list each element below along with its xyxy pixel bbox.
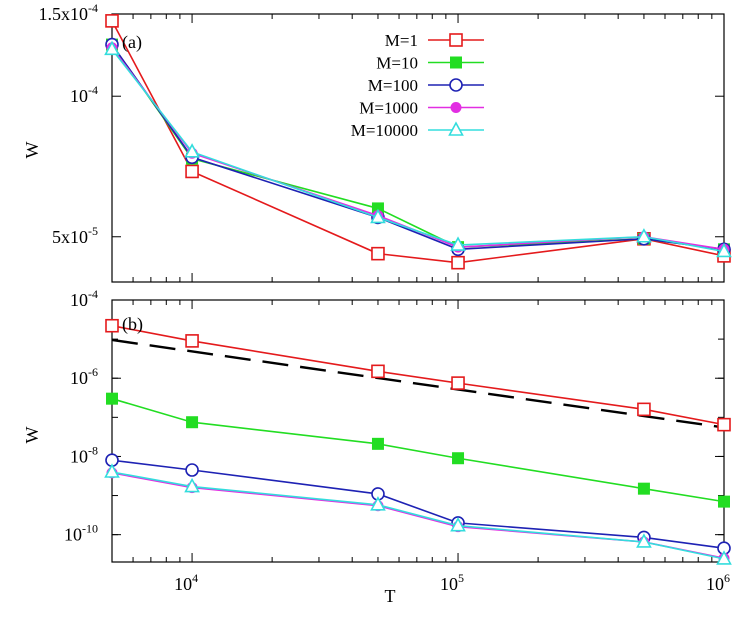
panel-b-y-tick-label: 10-6 [70, 365, 98, 388]
legend-label: M=100 [368, 76, 418, 95]
legend-marker [450, 56, 462, 69]
panel-b-y-tick-label: 10-4 [70, 287, 98, 310]
panel-b-lines [104, 318, 732, 565]
panel-b-x-tick-label: 105 [440, 571, 464, 594]
legend-label: M=10000 [351, 121, 418, 140]
legend-marker [449, 78, 463, 92]
panel-b-data-point [371, 364, 385, 379]
panel-b-data-point [106, 392, 118, 405]
legend-marker [450, 102, 462, 113]
legend-label: M=1000 [359, 99, 418, 118]
panel-a-data-point [105, 14, 119, 28]
panel-b-series-line [111, 459, 725, 550]
panel-b-label: (b) [122, 314, 143, 335]
panel-a-series-line [111, 44, 725, 251]
panel-a-data-point [450, 236, 466, 251]
panel-a-data-point [716, 242, 732, 258]
panel-a-y-tick-label: 1.5x10-4 [39, 1, 99, 24]
panel-a-y-tick-label: 10-4 [70, 83, 98, 106]
panel-b-reference-dashed-line [111, 338, 725, 429]
panel-b-series-1 [106, 392, 730, 508]
legend-marker [449, 33, 463, 47]
panel-a-series-2 [105, 37, 731, 257]
panel-a-data-point [370, 208, 386, 224]
panel-b-data-point [185, 334, 199, 348]
panel-b-data-point [450, 516, 466, 532]
panel-a-series-line [111, 47, 725, 251]
legend-marker [448, 121, 464, 136]
panel-a-frame [111, 13, 725, 283]
panel-b-data-point [186, 416, 199, 429]
panel-b-series-line [111, 324, 725, 426]
legend: M=1 M=10 M=100 M=1000 M=10000 [351, 31, 484, 140]
panel-b-data-point [716, 550, 732, 565]
panel-b-series-line [111, 397, 725, 503]
legend-label: M=10 [376, 54, 418, 73]
panel-b-series-line [111, 471, 725, 560]
panel-b-data-point [185, 463, 199, 477]
panel-a-data-point [104, 40, 120, 56]
panel-b-data-point [371, 437, 384, 450]
panel-a-y-tick-label: 5x10-5 [52, 224, 98, 247]
panel-b-y-tick-label: 10-8 [70, 443, 98, 466]
panel-b-data-point [104, 463, 120, 478]
panel-a-lines [104, 14, 732, 270]
panel-b-ylabel: W [22, 427, 42, 444]
panel-a-y-ticks: 1.5x10-4 10-4 5x10-5 [39, 1, 724, 247]
panel-a-series-1 [106, 38, 730, 256]
panel-a-data-point [184, 143, 200, 158]
panel-b-data-point [637, 402, 651, 417]
panel-b-xlabel: T [385, 586, 396, 606]
panel-b-data-point [105, 318, 119, 333]
panel-b: 10-4 10-6 10-8 10-10 104 105 106 (b) W T [22, 287, 732, 606]
panel-a-data-point [371, 246, 385, 261]
panel-b-frame [111, 299, 725, 563]
panel-a-series-4 [104, 40, 732, 258]
panel-a-series-line [111, 44, 725, 251]
panel-b-data-point [718, 495, 730, 508]
legend-label: M=1 [385, 31, 418, 50]
panel-b-data-point [451, 376, 465, 390]
panel-a-data-point [636, 228, 652, 243]
panel-b-data-point [452, 452, 465, 465]
panel-b-data-point [637, 482, 650, 495]
panel-b-x-tick-label: 106 [706, 571, 730, 594]
panel-b-data-point [717, 417, 731, 432]
panel-a-data-point [451, 255, 465, 270]
panel-b-series-2 [105, 453, 731, 556]
panel-a-series-3 [106, 42, 730, 255]
panel-a-label: (a) [122, 32, 142, 53]
panel-b-y-ticks: 10-4 10-6 10-8 10-10 [64, 287, 724, 545]
panel-a-data-point [185, 164, 199, 179]
panel-b-data-point [370, 496, 386, 511]
panel-b-data-point [636, 533, 652, 548]
panel-b-data-point [184, 477, 200, 493]
panel-a-ylabel: W [22, 142, 42, 159]
panel-a-series-line [111, 48, 725, 253]
panel-a-x-ticks [111, 14, 725, 282]
panel-b-y-tick-label: 10-10 [64, 522, 98, 545]
panel-a-series-line [111, 20, 725, 264]
panel-b-x-ticks: 104 105 106 [111, 300, 730, 594]
panel-b-series-0 [105, 318, 731, 432]
panel-b-x-tick-label: 104 [174, 571, 198, 594]
panel-b-series-4 [104, 463, 732, 565]
